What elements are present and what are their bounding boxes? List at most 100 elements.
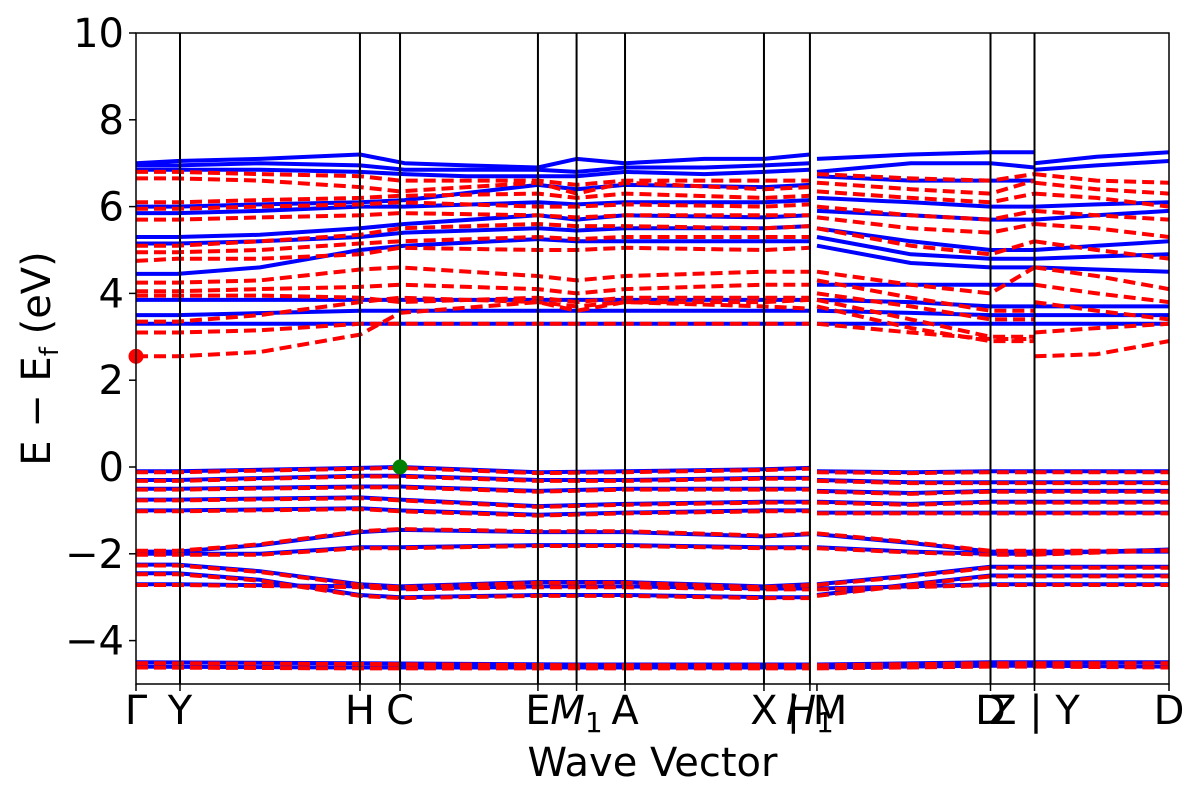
y-axis-title-unit: (eV) — [14, 251, 60, 347]
spin-down-band-50 — [1034, 172, 1169, 185]
spin-down-band-45 — [816, 565, 1035, 587]
x-tick-label: C — [386, 688, 414, 734]
spin-down-band-39 — [816, 478, 1035, 486]
spin-down-band-57 — [1034, 282, 1169, 305]
spin-down-band-21 — [136, 563, 810, 590]
spin-down-band-55 — [1034, 239, 1169, 261]
x-tick-label: X — [750, 688, 777, 734]
spin-down-band-16 — [136, 485, 810, 494]
spin-down-band-72 — [1034, 664, 1169, 670]
spin-down-band-27 — [816, 178, 1036, 196]
spin-down-band-38 — [816, 470, 1035, 476]
x-tick-label: | M — [787, 688, 848, 734]
spin-down-band-41 — [816, 500, 1035, 507]
plot-frame — [135, 32, 1170, 685]
spin-down-band-26 — [816, 172, 1035, 183]
y-tick-label: 6 — [99, 185, 124, 231]
spin-down-band-20 — [136, 544, 810, 557]
spin-down-band-54 — [1034, 222, 1169, 239]
vbm-marker — [392, 459, 408, 475]
spin-down-band-30 — [816, 215, 1035, 235]
y-axis-title: E − Ef (eV) — [14, 251, 65, 466]
spin-down-band-32 — [816, 265, 1036, 296]
spin-down-band-59 — [1034, 321, 1169, 335]
spin-up-band-23 — [816, 150, 1035, 161]
x-tick-label-main: M — [550, 688, 585, 734]
spin-down-band-3 — [136, 200, 810, 211]
x-axis-title: Wave Vector — [528, 740, 779, 786]
spin-up-band-28 — [816, 226, 1035, 252]
spin-up-band-48 — [1034, 159, 1169, 172]
y-tick-label: 4 — [99, 271, 124, 317]
spin-down-band-58 — [1034, 300, 1169, 322]
y-tick-label: 8 — [99, 98, 124, 144]
spin-down-band-14 — [136, 465, 810, 476]
spin-down-band-60 — [1034, 339, 1169, 359]
spin-down-band-18 — [136, 507, 810, 518]
x-tick-label: M1 — [550, 688, 602, 739]
spin-down-band-4 — [136, 211, 810, 222]
spin-down-band-15 — [136, 474, 810, 483]
x-tick-label: E — [525, 688, 550, 734]
y-axis-title-subscript: f — [35, 346, 65, 356]
x-tick-label-subscript: 1 — [816, 706, 834, 739]
spin-down-band-28 — [816, 189, 1035, 205]
x-tick-label: Γ — [125, 688, 148, 734]
y-tick-label: 2 — [99, 358, 124, 404]
y-tick-label: 10 — [73, 11, 124, 57]
spin-down-band-47 — [816, 583, 1035, 592]
x-tick-label: Y — [167, 688, 193, 734]
spin-down-band-35 — [816, 297, 1035, 339]
y-tick-label: 0 — [99, 445, 124, 491]
spin-down-band-1 — [136, 176, 810, 196]
spin-up-band-30 — [816, 243, 1035, 270]
spin-down-band-23 — [136, 583, 810, 592]
spin-down-band-56 — [1034, 265, 1169, 292]
spin-up-band-47 — [1034, 150, 1169, 166]
spin-up-band-24 — [816, 161, 1035, 174]
spin-down-band-33 — [816, 278, 1035, 313]
spin-down-band-2 — [136, 191, 810, 205]
spin-down-band-19 — [136, 527, 810, 553]
x-tick-label: H1 — [786, 688, 834, 739]
spin-up-band-2 — [136, 167, 810, 179]
y-axis-title-main: E − E — [14, 356, 60, 466]
y-tick-label: −4 — [65, 619, 124, 665]
spin-down-band-6 — [136, 235, 810, 255]
y-axis-ticks: 10 8 6 4 2 0 −2 −4 — [65, 11, 136, 665]
spin-down-band-22 — [136, 572, 810, 601]
spin-down-band-52 — [1034, 191, 1169, 209]
spin-down-band-8 — [136, 265, 810, 285]
spin-down-band-67 — [1034, 548, 1169, 557]
spin-down-band-17 — [136, 496, 810, 509]
x-tick-label: D — [975, 688, 1006, 734]
spin-down-band-34 — [816, 291, 1035, 322]
spin-down-band-7 — [136, 245, 810, 263]
spin-down-band-43 — [816, 531, 1035, 553]
x-tick-label: H — [345, 688, 375, 734]
spin-up-band-0 — [136, 152, 811, 170]
x-tick-label-subscript: 1 — [585, 706, 603, 739]
spin-down-band-0 — [136, 169, 810, 187]
series-spin-down — [136, 169, 1169, 671]
spin-down-band-40 — [816, 489, 1035, 496]
x-tick-label-main: H — [786, 688, 816, 734]
spin-down-band-44 — [816, 546, 1035, 557]
spin-down-band-9 — [136, 282, 810, 296]
spin-down-band-51 — [1034, 180, 1169, 196]
spin-down-band-53 — [1034, 208, 1169, 222]
x-tick-label: Z | Y — [989, 688, 1080, 734]
spin-down-band-11 — [136, 295, 810, 324]
spin-down-band-12 — [136, 321, 810, 335]
spin-down-band-29 — [816, 204, 1035, 222]
spin-up-band-51 — [1034, 239, 1169, 252]
spin-down-band-31 — [816, 226, 1036, 257]
spin-down-band-46 — [816, 574, 1035, 598]
spin-up-band-7 — [136, 237, 810, 276]
spin-up-band-1 — [136, 161, 810, 174]
x-tick-label: D — [1154, 688, 1185, 734]
spin-down-band-5 — [136, 222, 810, 248]
spin-up-band-26 — [816, 195, 1035, 209]
